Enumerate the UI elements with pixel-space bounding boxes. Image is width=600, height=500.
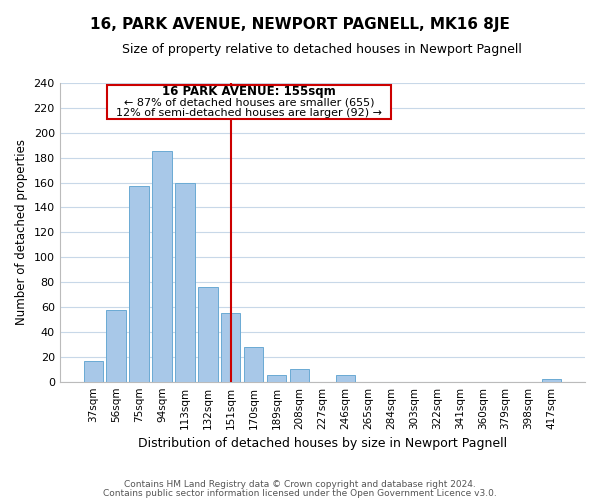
Bar (542, 379, 561, 382)
Bar (130, 186, 149, 382)
Text: 16, PARK AVENUE, NEWPORT PAGNELL, MK16 8JE: 16, PARK AVENUE, NEWPORT PAGNELL, MK16 8… (90, 18, 510, 32)
Bar (152, 152, 172, 382)
Bar (267, 376, 286, 382)
FancyBboxPatch shape (107, 84, 391, 119)
Y-axis label: Number of detached properties: Number of detached properties (15, 140, 28, 326)
Text: ← 87% of detached houses are smaller (655): ← 87% of detached houses are smaller (65… (124, 98, 374, 108)
Text: Contains public sector information licensed under the Open Government Licence v3: Contains public sector information licen… (103, 488, 497, 498)
Bar (106, 310, 126, 382)
Title: Size of property relative to detached houses in Newport Pagnell: Size of property relative to detached ho… (122, 42, 522, 56)
Text: 16 PARK AVENUE: 155sqm: 16 PARK AVENUE: 155sqm (162, 85, 335, 98)
Bar (198, 287, 218, 382)
X-axis label: Distribution of detached houses by size in Newport Pagnell: Distribution of detached houses by size … (138, 437, 507, 450)
Bar (335, 376, 355, 382)
Bar (175, 182, 194, 382)
Text: 12% of semi-detached houses are larger (92) →: 12% of semi-detached houses are larger (… (116, 108, 382, 118)
Text: Contains HM Land Registry data © Crown copyright and database right 2024.: Contains HM Land Registry data © Crown c… (124, 480, 476, 489)
Bar (290, 369, 309, 382)
Bar (83, 360, 103, 382)
Bar (244, 347, 263, 382)
Bar (221, 313, 241, 382)
